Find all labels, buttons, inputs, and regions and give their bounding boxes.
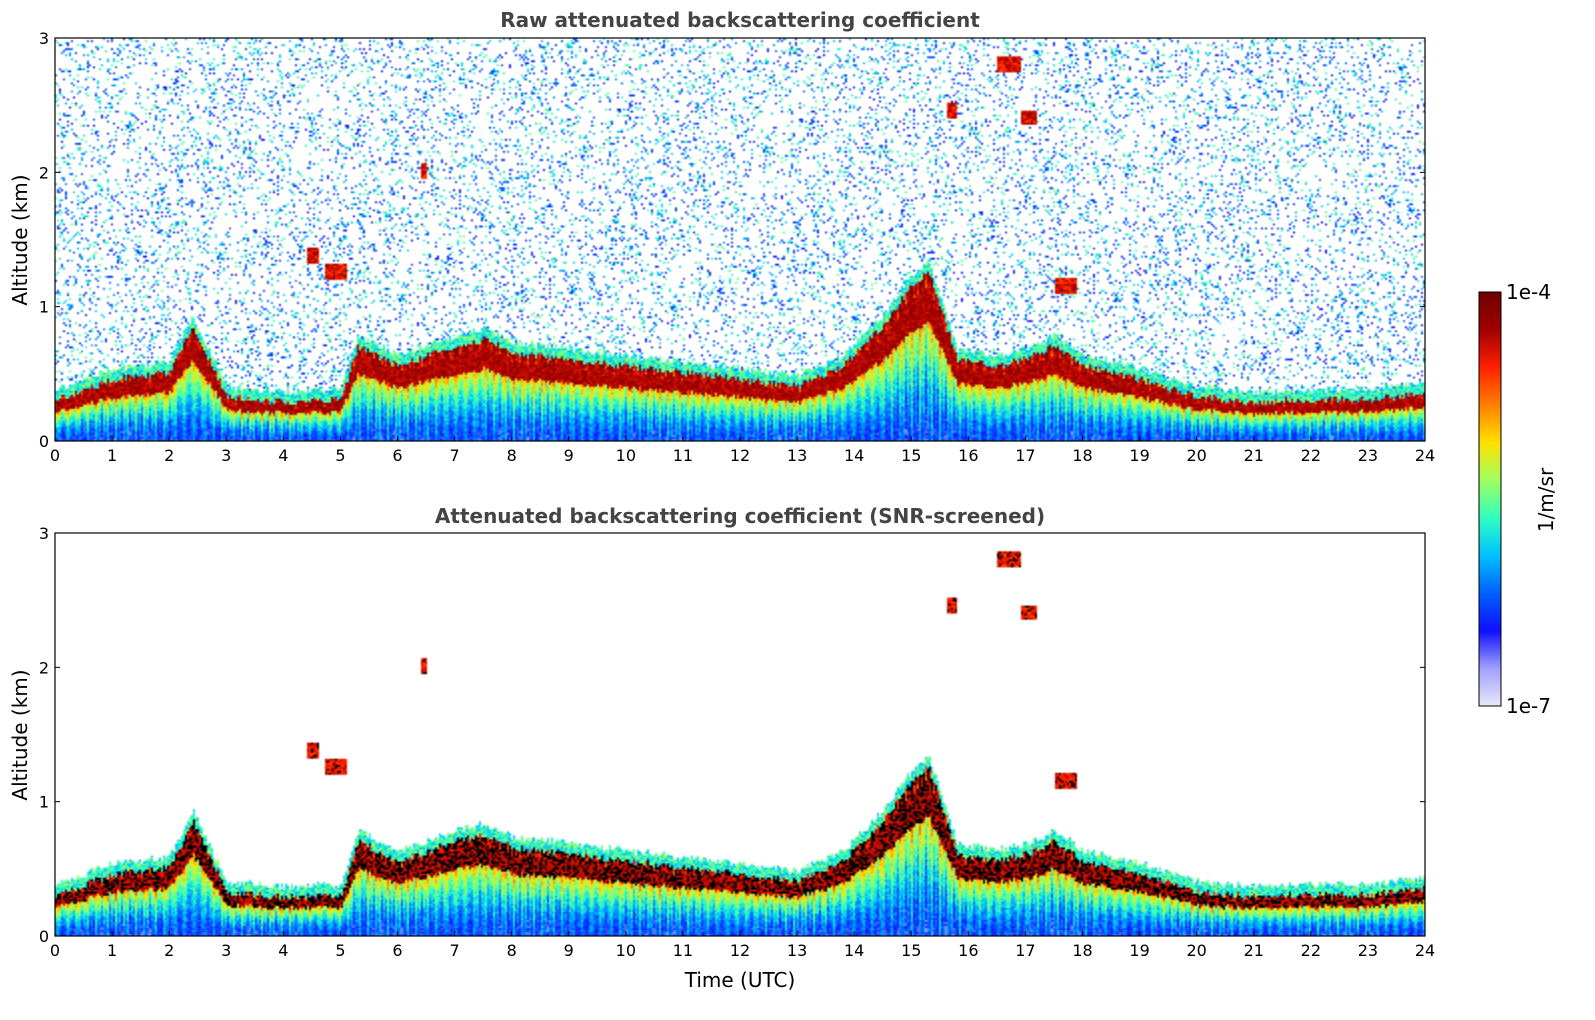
colorbar-gradient bbox=[1478, 291, 1502, 707]
panel-screened: Attenuated backscattering coefficient (S… bbox=[8, 504, 1435, 992]
y-axis-label: Altitude (km) bbox=[8, 174, 32, 305]
y-tick-label: 2 bbox=[39, 163, 49, 182]
heatmap-image bbox=[55, 38, 1425, 441]
x-tick-label: 24 bbox=[1415, 446, 1435, 465]
x-tick-label: 4 bbox=[278, 941, 288, 960]
x-tick-label: 19 bbox=[1129, 941, 1149, 960]
x-tick-label: 16 bbox=[958, 446, 978, 465]
colorbar-label: 1/m/sr bbox=[1534, 467, 1558, 532]
x-tick-label: 9 bbox=[564, 941, 574, 960]
x-tick-label: 21 bbox=[1244, 941, 1264, 960]
x-tick-label: 12 bbox=[730, 941, 750, 960]
x-tick-label: 2 bbox=[164, 941, 174, 960]
x-tick-label: 1 bbox=[107, 446, 117, 465]
x-tick-label: 13 bbox=[787, 446, 807, 465]
x-tick-label: 10 bbox=[616, 446, 636, 465]
y-tick-label: 0 bbox=[39, 432, 49, 451]
x-tick-label: 23 bbox=[1358, 941, 1378, 960]
x-tick-label: 3 bbox=[221, 446, 231, 465]
chart-title: Attenuated backscattering coefficient (S… bbox=[435, 504, 1045, 528]
x-tick-label: 0 bbox=[50, 446, 60, 465]
x-tick-label: 9 bbox=[564, 446, 574, 465]
x-tick-label: 8 bbox=[507, 941, 517, 960]
x-tick-label: 8 bbox=[507, 446, 517, 465]
x-tick-label: 23 bbox=[1358, 446, 1378, 465]
x-tick-label: 3 bbox=[221, 941, 231, 960]
x-tick-label: 17 bbox=[1015, 446, 1035, 465]
heatmap-image bbox=[55, 533, 1425, 936]
x-tick-label: 6 bbox=[392, 446, 402, 465]
x-tick-label: 20 bbox=[1186, 941, 1206, 960]
colorbar-max-label: 1e-4 bbox=[1506, 280, 1551, 304]
colorbar-min-label: 1e-7 bbox=[1506, 694, 1551, 718]
x-axis-label: Time (UTC) bbox=[684, 968, 796, 992]
x-tick-label: 12 bbox=[730, 446, 750, 465]
y-axis-label: Altitude (km) bbox=[8, 669, 32, 800]
x-tick-label: 6 bbox=[392, 941, 402, 960]
x-tick-label: 18 bbox=[1072, 446, 1092, 465]
x-tick-label: 7 bbox=[449, 941, 459, 960]
x-tick-label: 19 bbox=[1129, 446, 1149, 465]
y-tick-label: 3 bbox=[39, 524, 49, 543]
x-tick-label: 18 bbox=[1072, 941, 1092, 960]
x-tick-label: 5 bbox=[335, 941, 345, 960]
x-tick-label: 11 bbox=[673, 446, 693, 465]
x-tick-label: 11 bbox=[673, 941, 693, 960]
x-tick-label: 0 bbox=[50, 941, 60, 960]
x-axis: 0 1 2 3 4 5 6 7 8 9 10 11 12 13 14 15 16 17 18 19 20 21 22 23 24 bbox=[50, 931, 1435, 960]
y-tick-label: 1 bbox=[39, 298, 49, 317]
x-tick-label: 4 bbox=[278, 446, 288, 465]
x-axis: 0 1 2 3 4 5 6 7 8 9 10 11 12 13 14 15 16 17 18 19 20 21 22 23 24 bbox=[50, 436, 1435, 465]
x-tick-label: 22 bbox=[1301, 446, 1321, 465]
y-tick-label: 1 bbox=[39, 793, 49, 812]
x-tick-label: 24 bbox=[1415, 941, 1435, 960]
colorbar: 1e-4 1e-7 1/m/sr bbox=[1478, 280, 1558, 718]
y-axis: 0 1 2 3 bbox=[39, 524, 1425, 946]
x-tick-label: 21 bbox=[1244, 446, 1264, 465]
x-tick-label: 7 bbox=[449, 446, 459, 465]
panel-raw: Raw attenuated backscattering coefficien… bbox=[8, 8, 1435, 465]
x-tick-label: 1 bbox=[107, 941, 117, 960]
x-tick-label: 15 bbox=[901, 941, 921, 960]
chart-title: Raw attenuated backscattering coefficien… bbox=[500, 8, 980, 32]
y-tick-label: 3 bbox=[39, 29, 49, 48]
y-tick-label: 2 bbox=[39, 658, 49, 677]
x-tick-label: 20 bbox=[1186, 446, 1206, 465]
x-tick-label: 10 bbox=[616, 941, 636, 960]
x-tick-label: 2 bbox=[164, 446, 174, 465]
x-tick-label: 14 bbox=[844, 446, 864, 465]
x-tick-label: 22 bbox=[1301, 941, 1321, 960]
x-tick-label: 15 bbox=[901, 446, 921, 465]
x-tick-label: 16 bbox=[958, 941, 978, 960]
x-tick-label: 5 bbox=[335, 446, 345, 465]
y-axis: 0 1 2 3 bbox=[39, 29, 1425, 451]
y-tick-label: 0 bbox=[39, 927, 49, 946]
x-tick-label: 17 bbox=[1015, 941, 1035, 960]
x-tick-label: 14 bbox=[844, 941, 864, 960]
x-tick-label: 13 bbox=[787, 941, 807, 960]
